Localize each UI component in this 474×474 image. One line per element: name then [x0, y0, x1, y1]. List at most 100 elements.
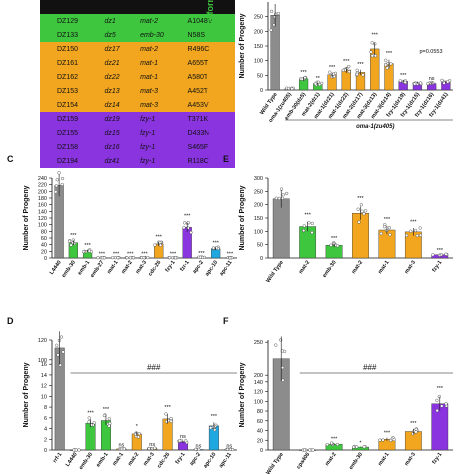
x-tick-label: cdc-26 — [156, 452, 171, 470]
data-point — [446, 80, 450, 84]
y-tick-label: 0 — [44, 448, 47, 454]
data-point — [211, 425, 216, 429]
y-axis-label: Number of Progeny — [23, 185, 30, 250]
significance-label: *** — [87, 410, 94, 416]
data-point — [82, 250, 86, 254]
significance-label: * — [136, 424, 139, 430]
table-cell-strain: DZ133 — [57, 31, 79, 39]
significance-label: ns — [149, 442, 155, 448]
significance-label: *** — [300, 70, 307, 76]
data-point — [60, 176, 65, 181]
data-point — [325, 442, 329, 447]
data-point — [189, 230, 193, 235]
data-point — [313, 82, 318, 86]
y-tick-label: 60 — [257, 419, 263, 425]
data-point — [134, 434, 138, 438]
table-header — [40, 0, 235, 14]
data-point — [277, 196, 281, 201]
table-row: DZ129 dz1 mat-2 A1048V — [40, 14, 235, 28]
y-tick-label: 250 — [254, 340, 263, 346]
y-tick-label: 80 — [41, 229, 47, 235]
data-point — [418, 233, 423, 237]
table-cell-allele: dz21 — [104, 59, 120, 67]
data-point — [111, 256, 115, 260]
table-cell-strain: DZ129 — [57, 17, 79, 25]
table-row: DZ162 dz22 mat-1 A580T — [40, 70, 235, 84]
strain-table: DZ129 dz1 mat-2 A1048V DZ133 dz5 emb-30 N58S DZ1… — [40, 0, 235, 168]
data-point — [330, 441, 334, 445]
data-point — [74, 448, 78, 452]
table-cell-strain: DZ153 — [57, 87, 79, 95]
x-tick-label: apc-2 — [192, 260, 205, 275]
significance-label: *** — [113, 252, 120, 258]
x-tick-label: mat-3 — [404, 260, 417, 275]
table-cell-gene: mat-1 — [140, 59, 158, 67]
table-cell-strain: DZ162 — [57, 73, 79, 81]
data-point — [300, 77, 304, 81]
data-point — [431, 253, 435, 257]
data-point — [211, 246, 216, 250]
data-point — [274, 196, 279, 200]
y-tick-label: 0 — [260, 448, 263, 454]
bar-cpa406 — [299, 449, 317, 451]
table-cell-gene: fzy-1 — [140, 143, 156, 151]
significance-label: *** — [410, 421, 417, 427]
significance-label: *** — [329, 65, 336, 71]
y-tick-label: 50 — [257, 243, 263, 249]
data-point — [69, 243, 73, 247]
y-tick-label: 60 — [41, 236, 47, 242]
data-point — [281, 378, 285, 382]
data-point — [311, 448, 315, 452]
data-point — [279, 187, 284, 191]
data-point — [356, 207, 360, 211]
data-point — [329, 243, 333, 247]
data-point — [107, 417, 111, 421]
y-tick-label: 0 — [260, 88, 263, 94]
data-point — [330, 74, 334, 79]
x-tick-label: emb-27 — [89, 260, 105, 279]
y-tick-label: 4 — [44, 427, 47, 433]
data-point — [153, 243, 157, 247]
significance-label: *** — [331, 437, 338, 443]
y-tick-label: 200 — [254, 203, 263, 209]
x-tick-label: apc-11 — [219, 260, 234, 277]
significance-label: *** — [384, 431, 391, 437]
y-tick-label: 120 — [38, 338, 47, 344]
table-cell-strain: DZ154 — [57, 101, 79, 109]
data-point — [54, 184, 59, 188]
x-tick-label: mat-3 — [135, 260, 148, 275]
p-value-annotation: p=0.0553 — [419, 49, 442, 55]
data-point — [381, 438, 385, 442]
data-point — [290, 87, 294, 91]
table-cell-allele: dz13 — [104, 87, 120, 95]
group-bracket-label: oma-1(zu405) — [356, 124, 394, 130]
panel-letter-F: F — [223, 316, 229, 326]
significance-label: *** — [372, 33, 379, 39]
significance-label: ns — [429, 76, 435, 82]
data-point — [415, 234, 419, 238]
significance-label: *** — [384, 217, 391, 223]
data-point — [389, 438, 393, 443]
data-point — [437, 394, 441, 399]
table-cell-change: R496C — [187, 45, 210, 53]
y-tick-label: 40 — [41, 243, 47, 249]
data-point — [54, 190, 58, 194]
significance-label: *** — [331, 236, 338, 242]
table-cell-change: R118C — [187, 157, 209, 165]
data-point — [164, 412, 168, 416]
x-tick-label: Wild Type — [265, 260, 285, 284]
table-cell-allele: dz16 — [104, 143, 120, 151]
data-point — [310, 221, 314, 226]
data-point — [370, 54, 374, 58]
y-axis-label: Number of Progeny — [239, 185, 246, 250]
data-point — [59, 335, 64, 339]
x-tick-label: fzy-1 — [164, 260, 176, 274]
data-point — [359, 203, 363, 207]
table-row: DZ159 dz19 fzy-1 T371K — [40, 112, 235, 126]
data-point — [61, 350, 65, 354]
table-cell-strain: DZ194 — [57, 157, 79, 165]
data-point — [158, 243, 163, 247]
data-point — [273, 15, 277, 19]
data-point — [355, 72, 359, 76]
